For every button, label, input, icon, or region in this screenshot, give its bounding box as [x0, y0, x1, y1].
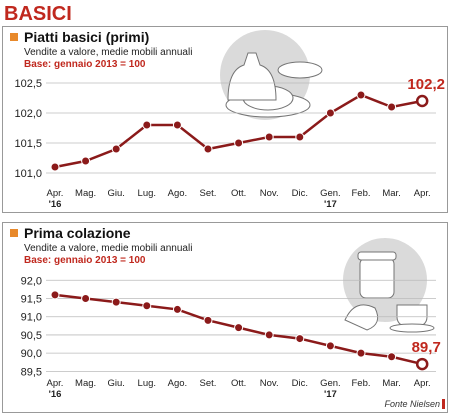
x-tick-label: Dic. — [292, 378, 308, 389]
x-tick-label: Mag. — [75, 188, 96, 199]
data-point — [203, 144, 213, 154]
data-point — [50, 290, 60, 300]
x-tick-label: Set. — [200, 378, 217, 389]
y-tick-label: 101,0 — [14, 168, 42, 180]
data-point — [111, 144, 121, 154]
x-tick-label: Giu. — [107, 188, 124, 199]
x-tick-label: Dic. — [292, 188, 308, 199]
x-tick-label: Lug. — [138, 378, 157, 389]
y-tick-label: 90,5 — [21, 330, 42, 342]
title-marker — [10, 229, 18, 237]
icon-pasta — [220, 30, 323, 120]
data-point — [295, 132, 305, 142]
data-point — [295, 334, 305, 344]
x-tick-label: Giu. — [107, 378, 124, 389]
x-tick-label: Nov. — [260, 378, 279, 389]
y-tick-label: 91,5 — [21, 294, 42, 306]
data-label: 102,2 — [407, 76, 445, 93]
data-point — [142, 120, 152, 130]
y-tick-label: 92,0 — [21, 275, 42, 287]
x-tick-label: Lug. — [138, 188, 157, 199]
data-point — [142, 301, 152, 311]
x-tick-label: Mar. — [382, 378, 400, 389]
x-tick-label: Apr. — [414, 378, 431, 389]
data-point — [111, 297, 121, 307]
chart-title: Prima colazione — [24, 225, 131, 241]
x-tick-label: Feb. — [351, 378, 370, 389]
page-title: BASICI — [4, 3, 72, 25]
title-marker — [10, 33, 18, 41]
data-point — [387, 352, 397, 362]
data-point — [50, 162, 60, 172]
chart-subtitle: Vendite a valore, medie mobili annuali — [24, 47, 192, 58]
x-tick-label: Nov. — [260, 188, 279, 199]
x-tick-label: Mag. — [75, 378, 96, 389]
data-point — [81, 156, 91, 166]
data-point — [356, 90, 366, 100]
data-point — [415, 357, 429, 371]
x-tick-label: Apr. '16 — [47, 378, 64, 400]
y-tick-label: 89,5 — [21, 366, 42, 378]
x-tick-label: Feb. — [351, 188, 370, 199]
y-tick-label: 101,5 — [14, 138, 42, 150]
data-point — [325, 108, 335, 118]
x-tick-label: Ago. — [168, 378, 188, 389]
x-tick-label: Ott. — [231, 188, 246, 199]
x-tick-label: Gen. '17 — [320, 378, 341, 400]
data-label: 89,7 — [412, 339, 441, 356]
x-tick-label: Apr. — [414, 188, 431, 199]
data-point — [81, 294, 91, 303]
source: Fonte Nielsen — [384, 399, 440, 409]
x-tick-label: Gen. '17 — [320, 188, 341, 210]
data-point — [234, 323, 244, 333]
x-tick-label: Apr. '16 — [47, 188, 64, 210]
data-point — [325, 341, 335, 351]
data-point — [264, 330, 274, 340]
chart-subtitle: Vendite a valore, medie mobili annuali — [24, 243, 192, 254]
chart-note: Base: gennaio 2013 = 100 — [24, 59, 146, 70]
data-point — [264, 132, 274, 142]
y-tick-label: 91,0 — [21, 312, 42, 324]
x-tick-label: Ago. — [168, 188, 188, 199]
y-tick-label: 102,5 — [14, 78, 42, 90]
chart-note: Base: gennaio 2013 = 100 — [24, 255, 146, 266]
chart-title: Piatti basici (primi) — [24, 29, 149, 45]
data-point — [387, 102, 397, 112]
data-point — [415, 94, 429, 108]
data-point — [172, 304, 182, 314]
data-point — [203, 315, 213, 325]
x-tick-label: Mar. — [382, 188, 400, 199]
logo — [442, 399, 445, 409]
x-tick-label: Ott. — [231, 378, 246, 389]
data-point — [356, 348, 366, 358]
y-tick-label: 90,0 — [21, 348, 42, 360]
y-tick-label: 102,0 — [14, 108, 42, 120]
data-point — [234, 138, 244, 148]
x-tick-label: Set. — [200, 188, 217, 199]
data-point — [172, 120, 182, 130]
